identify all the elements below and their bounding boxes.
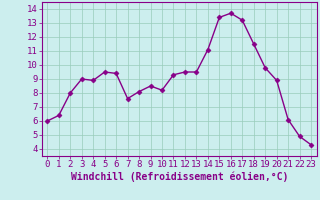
X-axis label: Windchill (Refroidissement éolien,°C): Windchill (Refroidissement éolien,°C): [70, 172, 288, 182]
